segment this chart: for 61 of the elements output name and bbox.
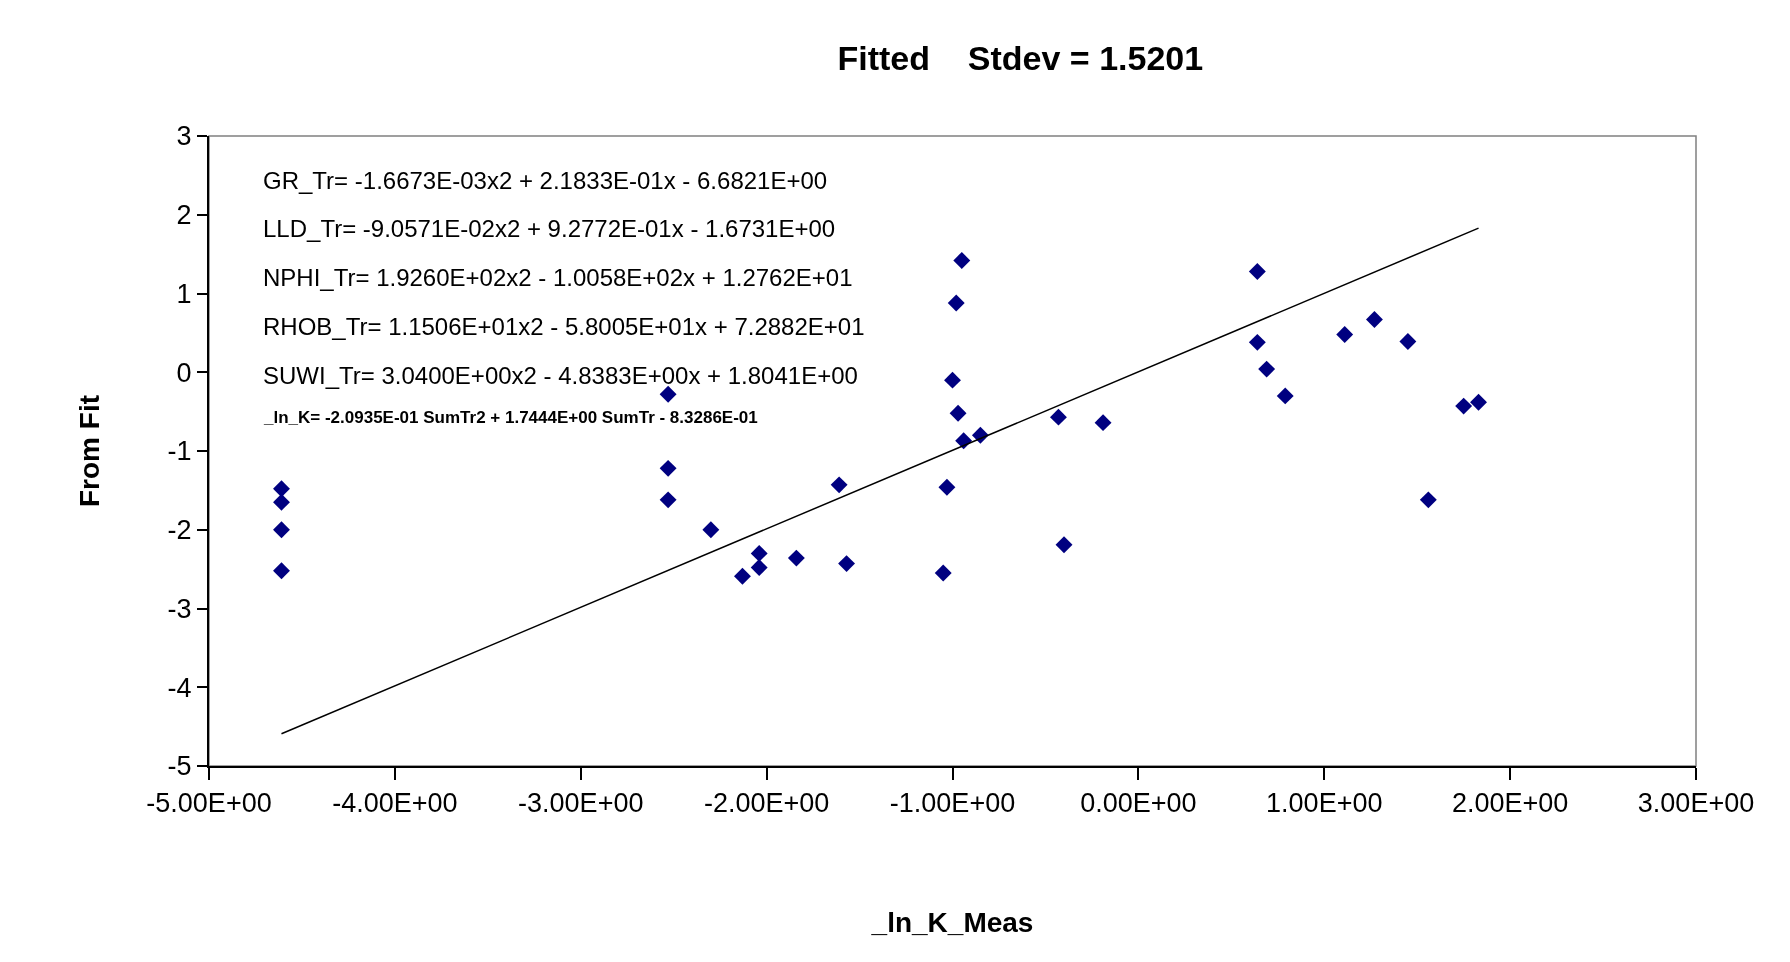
y-tick-label: 3 <box>176 121 192 152</box>
point <box>1455 397 1473 415</box>
point <box>1419 491 1437 509</box>
y-tick-label: 2 <box>176 200 192 231</box>
x-tick-label: 3.00E+00 <box>1637 788 1755 819</box>
point <box>750 544 768 562</box>
point <box>1276 387 1294 405</box>
x-tick-label: 1.00E+00 <box>1266 788 1383 819</box>
point <box>1365 311 1383 328</box>
annotation: LLD_Tr= -9.0571E-02x2 + 9.2772E-01x - 1.6731E+00 <box>263 215 836 242</box>
annotation: GR_Tr= -1.6673E-03x2 + 2.1833E-01x - 6.6821E+00 <box>263 167 828 194</box>
y-tick-label: 0 <box>176 357 192 388</box>
point <box>1055 536 1073 554</box>
y-tick-label: -1 <box>167 436 192 467</box>
x-tick-label: -1.00E+00 <box>889 788 1016 819</box>
annotation: SUWI_Tr= 3.0400E+00x2 - 4.8383E+00x + 1.8041E+00 <box>263 362 858 389</box>
point <box>953 251 971 269</box>
point <box>659 459 677 477</box>
y-axis-title: From Fit <box>73 395 105 507</box>
y-tick-label: -3 <box>167 593 192 624</box>
point <box>944 371 961 389</box>
point <box>273 480 290 498</box>
x-tick-label: 2.00E+00 <box>1451 788 1569 819</box>
point <box>949 404 967 422</box>
point <box>273 562 290 580</box>
x-axis-title: _ln_K_Meas <box>870 907 1034 938</box>
chart-title: Fitted Stdev = 1.5201 <box>837 38 1204 77</box>
annotation: NPHI_Tr= 1.9260E+02x2 - 1.0058E+02x + 1.2762E+01 <box>263 264 853 291</box>
x-tick-label: -5.00E+00 <box>146 788 272 819</box>
point <box>659 491 677 509</box>
point <box>838 555 855 573</box>
point <box>787 549 805 567</box>
x-tick-label: -3.00E+00 <box>518 788 644 819</box>
annotation: _ln_K= -2.0935E-01 SumTr2 + 1.7444E+00 SumTr - 8.3286E-01 <box>263 408 758 427</box>
point <box>934 564 952 582</box>
y-tick-label: -2 <box>167 515 192 546</box>
point <box>955 432 973 450</box>
point <box>273 521 290 539</box>
point <box>830 476 848 494</box>
point <box>1470 393 1487 411</box>
annotation: RHOB_Tr= 1.1506E+01x2 - 5.8005E+01x + 7.2882E+01 <box>263 313 865 340</box>
x-tick-label: 0.00E+00 <box>1080 788 1197 819</box>
point <box>659 385 677 403</box>
point <box>947 294 965 312</box>
point <box>1248 333 1266 351</box>
y-tick-label: -4 <box>167 672 192 703</box>
point <box>1258 360 1276 378</box>
y-tick-label: 1 <box>176 278 192 309</box>
point <box>938 478 956 496</box>
x-tick-label: -2.00E+00 <box>703 788 830 819</box>
y-tick-label: -5 <box>167 751 192 782</box>
point <box>750 559 768 576</box>
point <box>702 521 720 539</box>
point <box>1050 408 1067 426</box>
point <box>1094 414 1112 432</box>
point <box>273 493 290 511</box>
point <box>734 567 751 585</box>
x-tick-label: -4.00E+00 <box>332 788 458 819</box>
point <box>1399 333 1417 350</box>
point <box>1336 326 1354 343</box>
point <box>1248 263 1266 280</box>
